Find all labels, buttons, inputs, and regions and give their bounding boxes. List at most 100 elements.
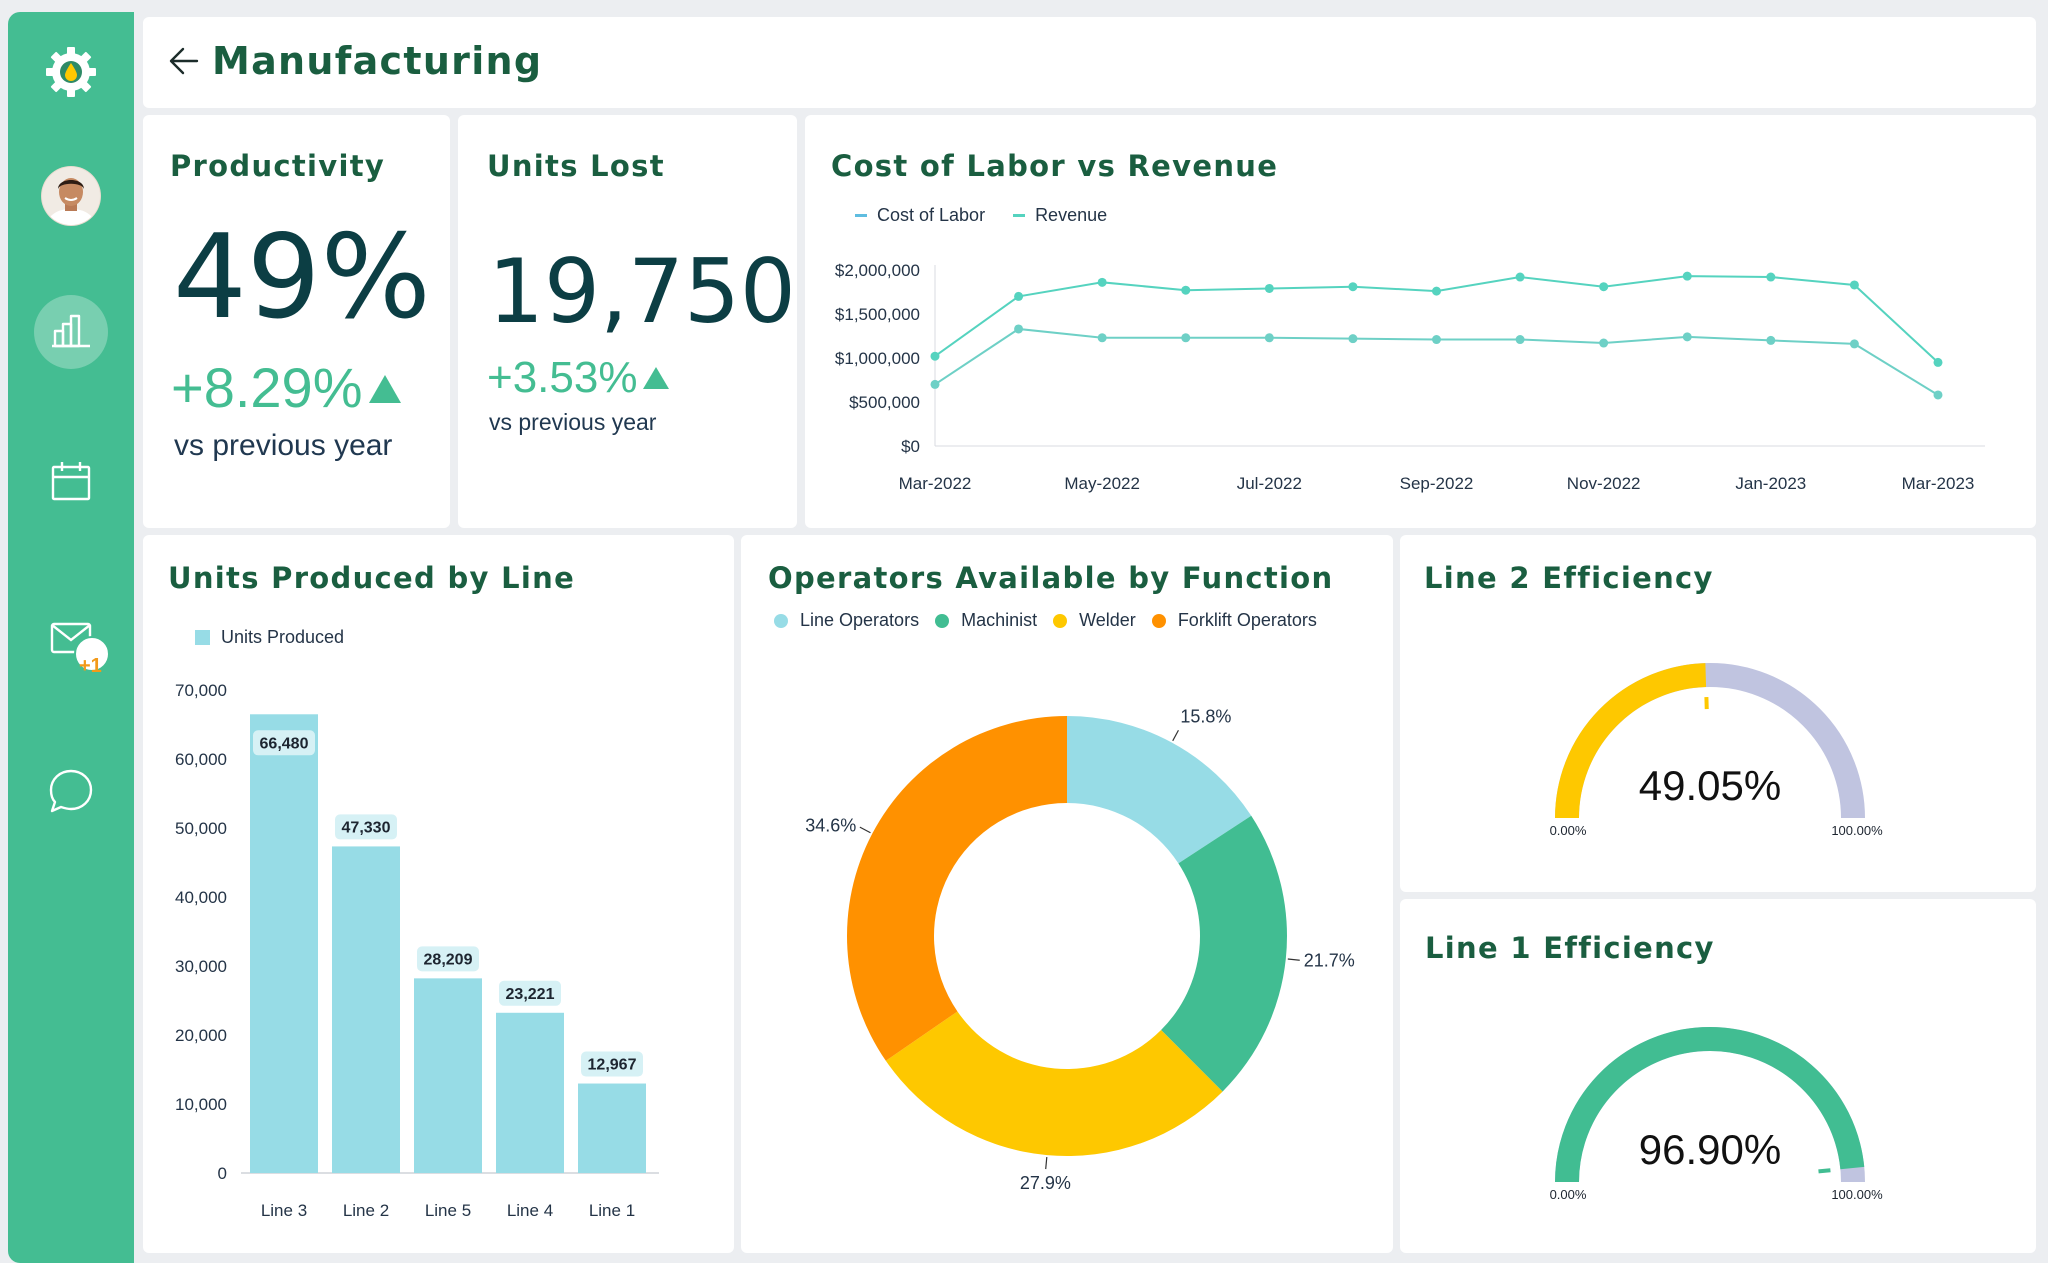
units-lost-delta-value: +3.53%: [487, 353, 638, 402]
gauge-value: 49.05%: [1639, 762, 1781, 809]
units-lost-delta: +3.53%: [487, 353, 671, 403]
donut-slice-line-operators: [1067, 716, 1252, 864]
productivity-title: Productivity: [170, 149, 386, 183]
y-tick-label: 20,000: [175, 1026, 227, 1045]
gauge-min-label: 0.00%: [1550, 823, 1587, 838]
legend-label-forklift[interactable]: Forklift Operators: [1177, 610, 1317, 630]
legend-label-line-operators[interactable]: Line Operators: [800, 610, 920, 630]
settings-gear-icon[interactable]: [8, 42, 134, 102]
slice-leader-line: [859, 826, 871, 834]
bar-line-5: [414, 978, 482, 1173]
y-tick-label: 30,000: [175, 957, 227, 976]
sidebar: +1: [8, 12, 134, 1263]
units-produced-chart: 0 10,000 20,000 30,000 40,000 50,000 60,000 70,…: [175, 681, 659, 1220]
y-tick-label: $2,000,000: [835, 261, 920, 280]
units-produced-card: Units Produced by Line Units Produced 0 1…: [143, 535, 734, 1253]
legend-label-cost[interactable]: Cost of Labor: [877, 205, 986, 225]
data-label: 28,209: [424, 951, 473, 968]
gauge-max-label: 100.00%: [1831, 823, 1883, 838]
legend-label-welder[interactable]: Welder: [1079, 610, 1136, 630]
data-point: [1599, 282, 1609, 292]
x-tick-label: Line 5: [425, 1201, 471, 1220]
gauge-target-tick: [1818, 1168, 1831, 1174]
y-tick-label: $0: [901, 437, 920, 456]
gauge-fill: [1555, 663, 1707, 819]
units-produced-legend: Units Produced: [195, 627, 344, 648]
chart-icon[interactable]: [8, 294, 134, 370]
data-point: [1432, 335, 1441, 345]
data-point: [1348, 334, 1358, 344]
data-point: [1264, 333, 1274, 343]
slice-label: 27.9%: [1020, 1173, 1071, 1193]
legend-label-revenue[interactable]: Revenue: [1035, 205, 1108, 225]
operators-chart: 15.8% 21.7% 27.9% 34.6%: [805, 707, 1355, 1193]
x-tick-label: Nov-2022: [1567, 474, 1641, 493]
x-tick-label: Line 1: [589, 1201, 635, 1220]
y-tick-label: $1,000,000: [835, 349, 920, 368]
units-produced-title: Units Produced by Line: [168, 561, 576, 595]
data-point: [1933, 390, 1943, 400]
data-point: [1432, 286, 1441, 296]
y-tick-label: 10,000: [175, 1095, 227, 1114]
bar-line-2: [332, 846, 400, 1173]
mail-icon[interactable]: +1: [8, 612, 134, 682]
bar-line-3: [250, 714, 318, 1173]
data-point: [1264, 283, 1274, 293]
legend-dot-forklift: [1151, 613, 1166, 628]
data-label: 12,967: [588, 1057, 637, 1074]
legend-label-machinist[interactable]: Machinist: [961, 610, 1038, 630]
productivity-sub: vs previous year: [174, 429, 393, 462]
labor-revenue-chart: $0 $500,000 $1,000,000 $1,500,000 $2,000,000…: [835, 261, 1985, 493]
units-lost-title: Units Lost: [487, 149, 665, 183]
gauge-min-label: 0.00%: [1550, 1187, 1587, 1202]
data-label: 47,330: [342, 819, 391, 836]
line2-title: Line 2 Efficiency: [1424, 561, 1714, 595]
data-point: [1097, 333, 1107, 343]
data-label: 66,480: [260, 735, 309, 752]
data-point: [1933, 357, 1943, 367]
operators-legend: Line Operators Machinist Welder Forklift…: [774, 610, 1317, 631]
data-point: [1766, 335, 1776, 345]
slice-leader-line: [1045, 1157, 1048, 1170]
x-tick-label: Jul-2022: [1237, 474, 1302, 493]
units-lost-card: Units Lost 19,750 +3.53% vs previous yea…: [458, 115, 797, 528]
slice-leader-line: [1172, 729, 1179, 742]
x-tick-label: Line 2: [343, 1201, 389, 1220]
slice-label: 21.7%: [1304, 951, 1355, 971]
legend-label-units[interactable]: Units Produced: [221, 627, 345, 647]
y-tick-label: 40,000: [175, 888, 227, 907]
up-triangle-icon: [368, 374, 401, 403]
operators-card: Operators Available by Function Line Ope…: [741, 535, 1393, 1253]
data-point: [1014, 291, 1024, 301]
data-point: [1097, 277, 1107, 287]
data-label-bg: [417, 946, 479, 972]
data-point: [930, 351, 940, 361]
data-point: [1515, 272, 1525, 282]
avatar[interactable]: [8, 164, 134, 228]
calendar-icon[interactable]: [8, 456, 134, 506]
chat-icon[interactable]: [8, 764, 134, 818]
data-label: 23,221: [506, 986, 555, 1003]
data-point: [1766, 272, 1776, 282]
y-tick-label: 50,000: [175, 819, 227, 838]
data-point: [1682, 271, 1692, 281]
line1-gauge: 96.90% 0.00% 100.00%: [1550, 1027, 1883, 1202]
gauge-value: 96.90%: [1639, 1126, 1781, 1173]
bar-line-1: [578, 1083, 646, 1173]
legend-swatch-units: [195, 630, 210, 645]
x-tick-label: Line 4: [507, 1201, 553, 1220]
data-point: [1014, 324, 1024, 334]
x-tick-label: Mar-2023: [1902, 474, 1975, 493]
mail-badge: +1: [79, 655, 102, 677]
y-tick-label: $500,000: [849, 393, 920, 412]
x-tick-label: May-2022: [1064, 474, 1140, 493]
x-tick-label: Mar-2022: [899, 474, 972, 493]
back-arrow-icon[interactable]: [167, 44, 201, 78]
data-label-bg: [581, 1051, 643, 1077]
line1-title: Line 1 Efficiency: [1425, 931, 1715, 965]
data-point: [1181, 333, 1191, 343]
x-tick-label: Jan-2023: [1735, 474, 1806, 493]
data-point: [1682, 332, 1692, 342]
y-tick-label: 0: [218, 1164, 227, 1183]
line1-card: Line 1 Efficiency 96.90% 0.00% 100.00%: [1400, 899, 2036, 1253]
